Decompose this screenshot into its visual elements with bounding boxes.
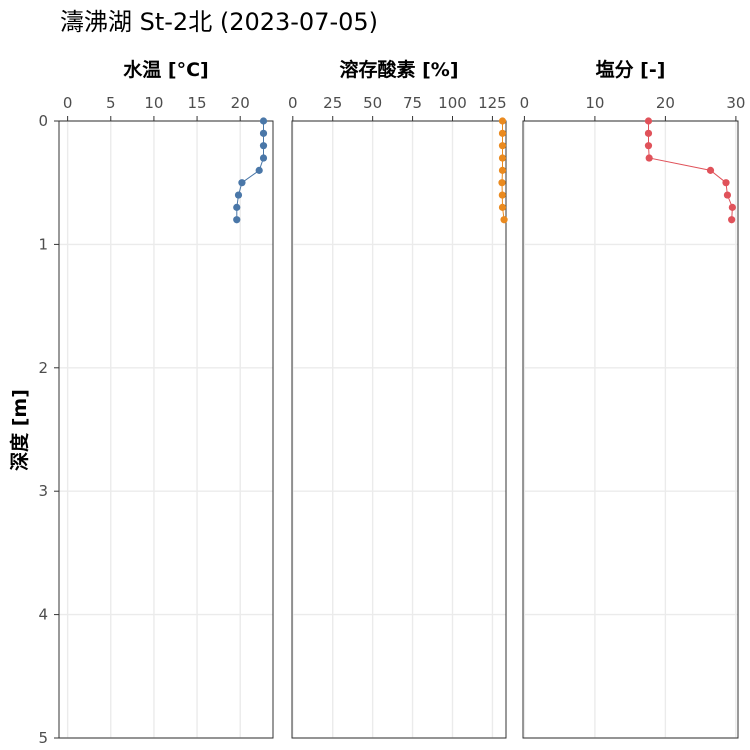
panel-title: 水温 [°C] <box>123 59 208 81</box>
data-point <box>259 154 268 162</box>
panel-border <box>291 120 507 739</box>
panel-title: 溶存酸素 [%] <box>339 58 458 81</box>
data-point <box>728 216 736 224</box>
data-point <box>498 142 507 150</box>
y-tick-label: 2 <box>38 359 48 377</box>
data-point <box>723 191 732 199</box>
x-tick-label: 100 <box>438 94 467 112</box>
data-point <box>234 191 243 199</box>
x-tick-label: 15 <box>188 94 207 112</box>
data-point <box>500 216 508 224</box>
data-point <box>722 179 730 187</box>
x-tick-label: 10 <box>144 94 163 112</box>
data-point <box>498 117 507 125</box>
y-tick-label: 3 <box>38 482 48 500</box>
x-tick-label: 75 <box>403 94 422 112</box>
data-point <box>644 129 653 137</box>
panel-border <box>522 120 739 739</box>
y-tick-label: 1 <box>38 235 48 253</box>
data-point <box>259 129 268 137</box>
x-tick-label: 125 <box>478 94 507 112</box>
x-tick-label: 0 <box>63 94 73 112</box>
chart-title: 濤沸湖 St-2北 (2023-07-05) <box>60 8 378 36</box>
panel-2: 溶存酸素 [%] 0 25 50 75 100 125 <box>288 58 508 739</box>
y-tick-label: 4 <box>38 606 48 624</box>
x-tick-label: 20 <box>231 94 250 112</box>
data-point <box>706 166 715 174</box>
panel-1: 水温 [°C] 0 5 10 15 20 <box>58 59 274 739</box>
x-tick-label: 20 <box>656 94 675 112</box>
x-tick-label: 50 <box>363 94 382 112</box>
data-point <box>255 166 263 174</box>
data-point <box>259 117 268 125</box>
data-point <box>498 166 507 174</box>
data-point <box>233 203 241 211</box>
data-point <box>644 142 653 150</box>
x-tick-label: 0 <box>520 94 530 112</box>
data-point <box>728 203 736 211</box>
data-point <box>645 154 653 162</box>
x-tick-label: 25 <box>323 94 342 112</box>
y-tick-label: 5 <box>38 729 48 747</box>
data-point <box>498 203 507 211</box>
panel-title: 塩分 [-] <box>596 58 666 81</box>
data-point <box>498 129 507 137</box>
data-point <box>644 117 653 125</box>
x-tick-label: 10 <box>585 94 604 112</box>
panel-3: 塩分 [-] 0 10 20 30 <box>520 58 745 739</box>
x-tick-label: 5 <box>106 94 116 112</box>
series-line <box>648 121 733 220</box>
data-point <box>259 142 268 150</box>
data-point <box>498 179 506 187</box>
x-tick-label: 0 <box>288 94 298 112</box>
y-axis-label: 深度 [m] <box>8 389 31 471</box>
data-point <box>238 179 246 187</box>
data-point <box>498 191 506 199</box>
data-point <box>233 216 241 224</box>
panel-border <box>58 120 274 739</box>
y-tick-label: 0 <box>38 112 48 130</box>
data-point <box>498 154 507 162</box>
x-tick-label: 30 <box>726 94 745 112</box>
y-axis: 0 1 2 3 4 5 <box>38 112 59 747</box>
